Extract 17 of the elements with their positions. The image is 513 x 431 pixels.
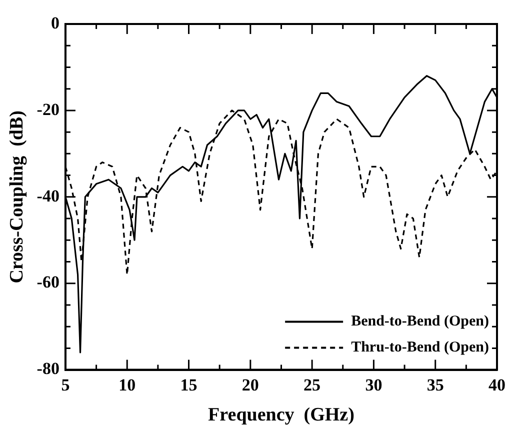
x-tick-label: 15 [180,375,198,394]
x-tick-label: 35 [426,375,444,394]
legend-label: Bend-to-Bend (Open) [351,314,490,330]
y-tick-label: 0 [50,13,60,32]
legend-label: Thru-to-Bend (Open) [351,340,490,356]
x-tick-label: 40 [488,375,506,394]
x-tick-label: 20 [242,375,259,394]
x-tick-label: 30 [365,375,382,394]
x-tick-label: 5 [61,375,70,394]
y-axis-title: Cross-Coupling (dB) [6,110,28,284]
x-tick-label: 10 [118,375,136,394]
y-tick-label: -60 [36,272,60,292]
x-tick-label: 25 [304,375,321,394]
y-tick-label: -80 [36,359,60,378]
y-tick-label: -40 [36,186,60,206]
y-tick-label: -20 [36,100,60,119]
x-axis-title: Frequency (GHz) [208,404,354,426]
